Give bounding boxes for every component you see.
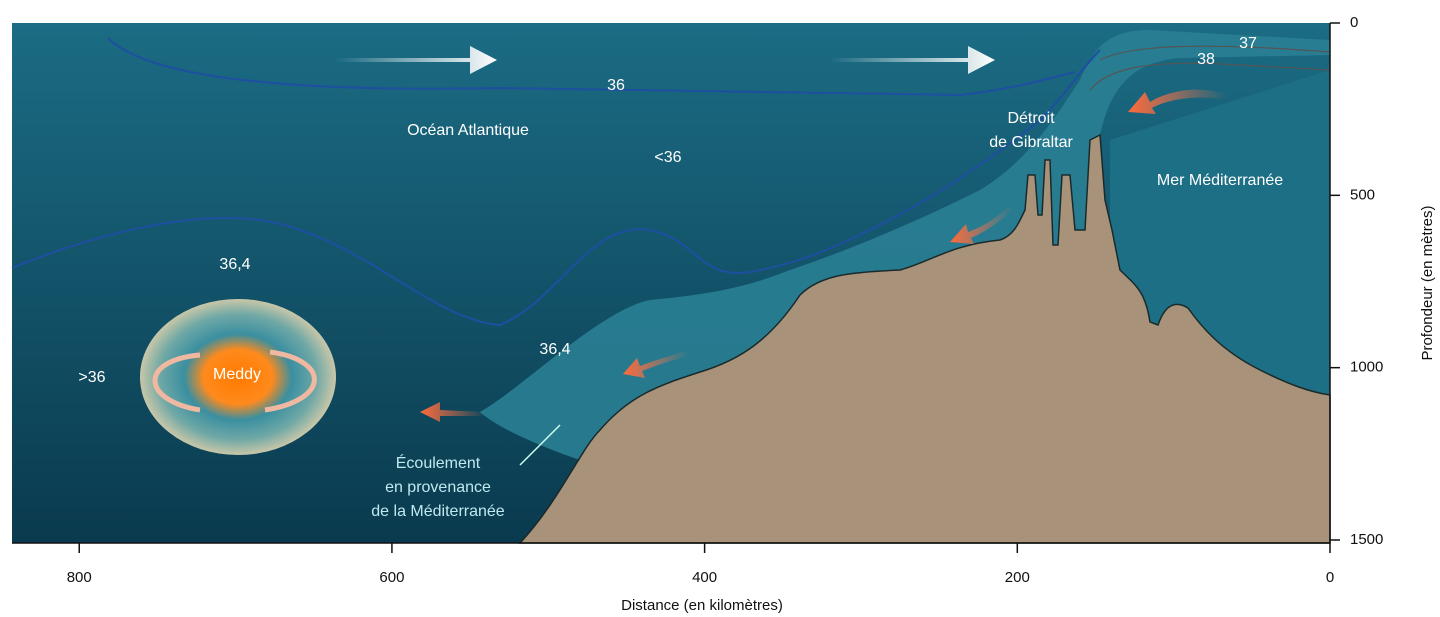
x-tick-label: 800	[67, 569, 92, 586]
label: 36,4	[219, 256, 250, 273]
label: Meddy	[213, 366, 261, 383]
x-axis-label: Distance (en kilomètres)	[621, 597, 783, 614]
label: Océan Atlantique	[407, 122, 529, 139]
y-tick-label: 0	[1350, 14, 1358, 31]
label: Écoulement	[396, 453, 481, 472]
x-tick-label: 400	[692, 569, 717, 586]
x-tick-label: 600	[379, 569, 404, 586]
label: Mer Méditerranée	[1157, 172, 1283, 189]
label: 36,4	[539, 341, 570, 358]
label: 38	[1197, 51, 1215, 68]
diagram: Océan Atlantique <36 36 37 38 Détroit de…	[0, 0, 1440, 617]
label: >36	[78, 369, 105, 386]
x-tick-label: 200	[1005, 569, 1030, 586]
y-tick-label: 500	[1350, 186, 1375, 203]
label: 37	[1239, 35, 1257, 52]
y-tick-label: 1000	[1350, 359, 1383, 376]
y-axis-label: Profondeur (en mètres)	[1419, 205, 1436, 360]
y-tick-label: 1500	[1350, 531, 1383, 548]
x-tick-label: 0	[1326, 569, 1334, 586]
label: 36	[607, 77, 625, 94]
label: Détroit	[1007, 110, 1055, 127]
label: en provenance	[385, 479, 491, 496]
label: de la Méditerranée	[371, 503, 505, 520]
label: <36	[654, 149, 681, 166]
label: de Gibraltar	[989, 134, 1073, 151]
